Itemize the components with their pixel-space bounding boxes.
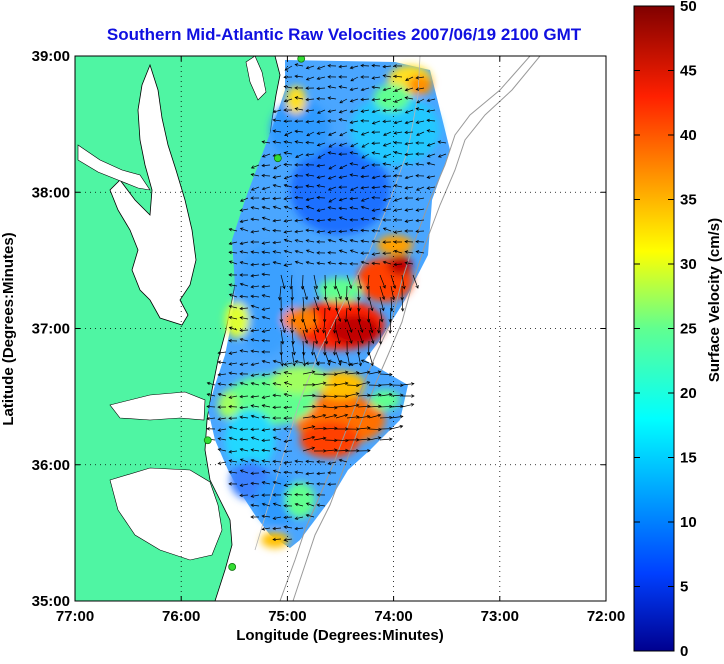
colorbar-tick-label: 30 xyxy=(680,256,697,273)
y-tick-label: 39:00 xyxy=(32,48,70,65)
x-tick-label: 75:00 xyxy=(268,608,306,625)
colorbar-tick-label: 15 xyxy=(680,450,697,467)
x-tick-label: 73:00 xyxy=(481,608,519,625)
colorbar-tick-label: 45 xyxy=(680,63,697,80)
plot-area xyxy=(75,55,606,601)
colorbar-tick-label: 35 xyxy=(680,192,697,209)
x-tick-label: 76:00 xyxy=(162,608,200,625)
station-duck xyxy=(204,437,211,444)
y-axis-label: Latitude (Degrees:Minutes) xyxy=(0,232,17,425)
colorbar-tick-label: 5 xyxy=(680,579,688,596)
colorbar-tick-label: 40 xyxy=(680,127,697,144)
x-axis-label: Longitude (Degrees:Minutes) xyxy=(236,627,444,644)
station-hatteras xyxy=(229,563,236,570)
x-tick-label: 74:00 xyxy=(374,608,412,625)
y-tick-label: 36:00 xyxy=(32,457,70,474)
colorbar-tick-label: 0 xyxy=(680,643,688,659)
colorbar-tick-label: 50 xyxy=(680,0,697,15)
colorbar-label: Surface Velocity (cm/s) xyxy=(706,218,723,382)
y-tick-label: 37:00 xyxy=(32,321,70,338)
y-tick-label: 35:00 xyxy=(32,593,70,610)
x-tick-label: 77:00 xyxy=(56,608,94,625)
x-tick-label: 72:00 xyxy=(587,608,625,625)
colorbar-tick-label: 10 xyxy=(680,514,697,531)
colorbar-tick-label: 25 xyxy=(680,321,697,338)
y-tick-label: 38:00 xyxy=(32,184,70,201)
map-title: Southern Mid-Atlantic Raw Velocities 200… xyxy=(107,25,582,44)
station-mid xyxy=(274,155,281,162)
colorbar-tick-label: 20 xyxy=(680,385,697,402)
